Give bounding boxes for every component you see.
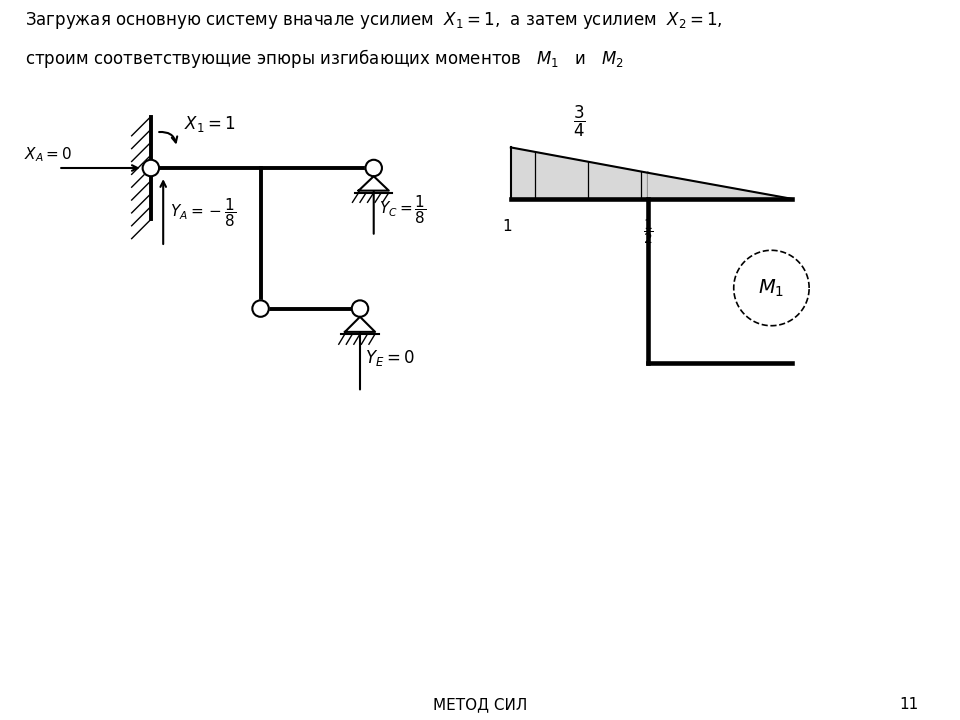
Circle shape: [366, 160, 382, 176]
Text: $Y_C =\dfrac{1}{8}$: $Y_C =\dfrac{1}{8}$: [379, 193, 427, 225]
Circle shape: [351, 300, 369, 317]
Text: $Y_A=-\dfrac{1}{8}$: $Y_A=-\dfrac{1}{8}$: [170, 196, 236, 229]
Text: $1$: $1$: [502, 218, 513, 234]
Circle shape: [143, 160, 159, 176]
Text: $\dfrac{1}{2}$: $\dfrac{1}{2}$: [642, 218, 654, 246]
Text: $Y_E =0$: $Y_E =0$: [366, 348, 416, 368]
Polygon shape: [345, 317, 375, 332]
Polygon shape: [648, 173, 792, 199]
Polygon shape: [511, 148, 648, 199]
Text: МЕТОД СИЛ: МЕТОД СИЛ: [433, 698, 527, 712]
Text: $X_A=0$: $X_A=0$: [24, 145, 72, 164]
Text: $\dfrac{3}{4}$: $\dfrac{3}{4}$: [573, 104, 586, 139]
Text: $M_1$: $M_1$: [758, 277, 784, 299]
Circle shape: [252, 300, 269, 317]
Text: строим соответствующие эпюры изгибающих моментов   $M_1$   и   $M_2$: строим соответствующие эпюры изгибающих …: [25, 47, 624, 70]
Text: 11: 11: [899, 698, 918, 712]
Text: Загружая основную систему вначале усилием  $X_1 = 1$,  а затем усилием  $X_2 = 1: Загружая основную систему вначале усилие…: [25, 10, 723, 31]
Text: $X_1 =1$: $X_1 =1$: [183, 114, 235, 134]
Polygon shape: [359, 176, 389, 191]
